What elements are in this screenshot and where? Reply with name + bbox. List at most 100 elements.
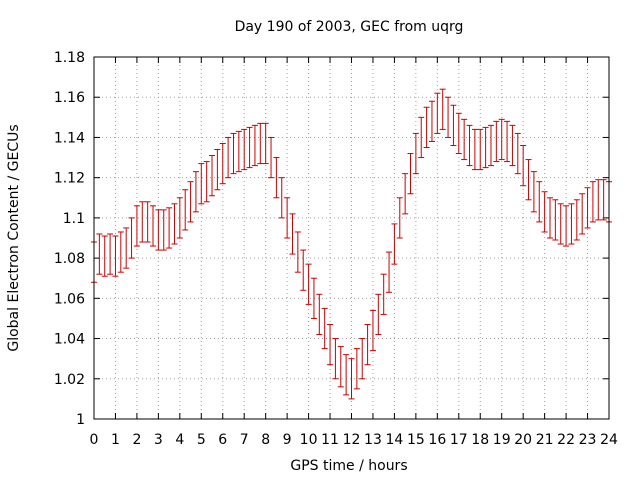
error-bar-point [563,205,570,247]
error-bar-point [375,293,382,336]
y-tick-label: 1.12 [54,171,85,187]
error-bar-point [493,120,500,163]
error-bar-point [445,96,452,138]
error-bar-point [364,323,371,366]
error-bar-point [251,124,258,167]
error-bar-point [262,122,269,165]
x-tick-label: 1 [111,432,120,448]
error-bar-point [123,227,130,269]
error-bar-point [418,116,425,159]
error-bar-point [337,346,344,388]
error-bar-point [155,209,162,251]
y-tick-label: 1.06 [54,291,85,307]
y-tick-labels: 1 1.02 1.04 1.06 1.08 1.1 1.12 1.14 1.16 1.18 [54,50,85,428]
error-bar-point [203,161,210,203]
error-bar-point [434,92,441,134]
error-bar-point [536,181,543,223]
x-tick-label: 16 [428,432,446,448]
error-bar-point [214,149,221,191]
y-tick-label: 1 [76,412,85,428]
x-tick-label: 2 [132,432,141,448]
error-bar-point [487,124,494,167]
error-bar-point [144,201,151,243]
x-tick-label: 7 [240,432,249,448]
x-tick-label: 12 [343,432,361,448]
error-bar-point [150,205,157,247]
error-bar-point [477,128,484,171]
y-tick-label: 1.16 [54,90,85,106]
x-tick-label: 23 [579,432,597,448]
x-tick-label: 22 [557,432,575,448]
error-bar-point [332,338,339,380]
x-tick-label: 19 [493,432,511,448]
x-tick-label: 8 [261,432,270,448]
error-bar-point [412,132,419,175]
error-bar-point [96,233,103,275]
error-bar-point [241,128,248,171]
error-bar-point [107,233,114,275]
x-tick-labels: 0 1 2 3 4 5 6 7 8 9 10 11 12 13 14 15 16 17 18 19 20 21 22 23 24 [90,432,618,448]
error-bar-point [584,187,591,229]
x-tick-label: 11 [321,432,339,448]
error-bar-point [466,124,473,167]
error-bar-point [198,163,205,205]
error-bar-point [386,251,393,293]
x-tick-label: 4 [175,432,184,448]
x-tick-label: 17 [450,432,468,448]
error-bar-point [541,191,548,233]
error-bar-point [407,153,414,195]
error-bar-point [520,144,527,187]
x-tick-label: 13 [364,432,382,448]
x-tick-label: 9 [283,432,292,448]
error-bar-point [176,197,183,239]
error-bar-point [369,309,376,352]
error-bar-point [402,173,409,215]
error-bar-point [396,197,403,239]
error-bar-point [310,277,317,319]
error-bar-point [482,126,489,169]
error-bar-point [380,273,387,315]
error-bar-point [530,171,537,213]
y-tick-label: 1.02 [54,372,85,388]
x-tick-label: 18 [471,432,489,448]
error-bar-point [128,217,135,259]
error-bar-point [225,136,232,179]
error-bar-point [160,209,167,251]
error-bar-point [461,118,468,161]
error-bar-point [284,197,291,239]
error-bar-point [289,213,296,255]
error-bar-point [246,126,253,169]
error-bar-point [504,120,511,163]
error-bar-point [343,354,350,396]
x-tick-label: 14 [386,432,404,448]
error-bar-point [230,132,237,175]
error-bar-point [257,122,264,165]
y-tick-label: 1.08 [54,251,85,267]
x-axis-title: GPS time / hours [290,458,407,474]
error-bar-point [294,231,301,273]
x-tick-label: 0 [90,432,99,448]
error-bar-point [166,207,173,249]
error-bar-point [552,199,559,241]
error-bar-point [439,88,446,130]
error-bar-point [235,130,242,173]
error-bar-point [273,157,280,199]
x-tick-label: 10 [300,432,318,448]
error-bar-point [300,249,307,291]
error-bar-point [268,136,275,179]
error-bar-point [209,155,216,197]
error-bar-point [139,201,146,243]
error-bar-point [509,124,516,167]
error-bar-point [101,235,108,277]
x-tick-label: 15 [407,432,425,448]
x-tick-label: 21 [536,432,554,448]
error-bar-point [391,223,398,265]
x-tick-label: 3 [154,432,163,448]
error-bar-point [423,106,430,148]
error-bar-point [589,181,596,223]
error-bar-point [557,203,564,245]
x-tick-label: 20 [514,432,532,448]
x-tick-label: 6 [218,432,227,448]
error-bar-point [112,235,119,277]
